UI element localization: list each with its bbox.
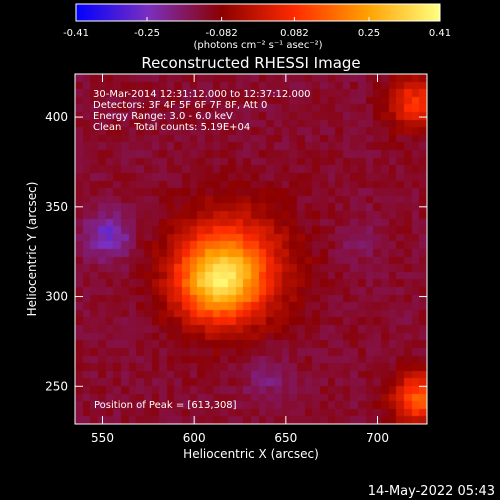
colorbar-tick-label: 0.41: [429, 28, 451, 39]
axis-ticks: 550 600 650 700 250 300 350 400: [45, 74, 427, 445]
y-tick-label: 300: [45, 290, 68, 304]
x-tick-label: 600: [183, 431, 206, 445]
colorbar-gradient: [76, 4, 440, 21]
x-axis-label: Heliocentric X (arcsec): [183, 447, 319, 461]
colorbar-frame: [75, 3, 441, 22]
colorbar-tick-label: 0.25: [358, 28, 380, 39]
annotation-detectors: Detectors: 3F 4F 5F 6F 7F 8F, Att 0: [93, 100, 267, 111]
x-tick-label: 650: [274, 431, 297, 445]
colorbar-tick-label: -0.082: [205, 28, 237, 39]
heatmap-image: [75, 74, 427, 424]
y-tick-label: 250: [45, 379, 68, 393]
y-tick-label: 400: [45, 110, 68, 124]
x-tick-label: 550: [91, 431, 114, 445]
colorbar-tick-label: -0.41: [63, 28, 89, 39]
y-tick-label: 350: [45, 200, 68, 214]
colorbar-units-label: (photons cm⁻² s⁻¹ asec⁻²): [193, 40, 322, 51]
colorbar-tick-label: -0.25: [134, 28, 160, 39]
info-annotations: 30-Mar-2014 12:31:12.000 to 12:37:12.000…: [93, 89, 311, 411]
footer-timestamp: 14-May-2022 05:43: [368, 484, 495, 499]
y-axis-label: Heliocentric Y (arcsec): [25, 182, 39, 317]
colorbar-ticks: -0.41 -0.25 -0.082 0.082 0.25 0.41: [63, 17, 451, 39]
plot-area: 550 600 650 700 250 300 350 400: [45, 73, 428, 445]
colorbar-tick-label: 0.082: [280, 28, 309, 39]
plot-frame: [74, 73, 428, 425]
annotation-clean-counts: Clean Total counts: 5.19E+04: [93, 122, 250, 133]
chart-title: Reconstructed RHESSI Image: [141, 54, 360, 72]
annotation-energy-range: Energy Range: 3.0 - 6.0 keV: [93, 111, 233, 122]
annotation-time-range: 30-Mar-2014 12:31:12.000 to 12:37:12.000: [93, 89, 311, 100]
x-tick-label: 700: [366, 431, 389, 445]
colorbar: -0.41 -0.25 -0.082 0.082 0.25 0.41 (photons c…: [63, 3, 451, 51]
peak-position-label: Position of Peak = [613,308]: [94, 400, 237, 411]
